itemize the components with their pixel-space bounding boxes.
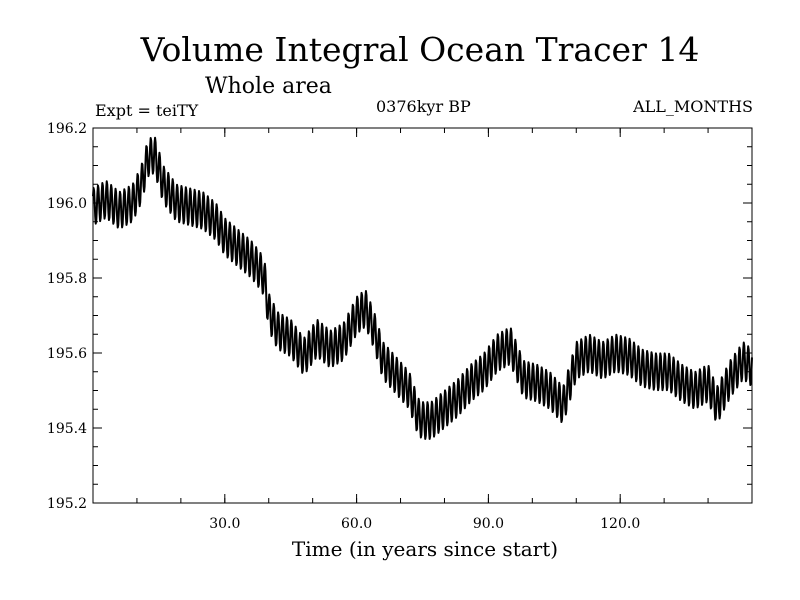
axis-tick-labels: 195.2 195.4 195.6 195.8 196.0 196.2 30.0 60.0 90… — [47, 121, 640, 532]
axis-ticks — [92, 127, 753, 504]
experiment-label: Expt = teiTY — [95, 101, 199, 120]
x-tick-label: 120.0 — [600, 516, 640, 532]
period-label: 0376kyr BP — [376, 97, 471, 116]
months-label: ALL_MONTHS — [633, 97, 753, 116]
x-tick-label: 60.0 — [341, 516, 372, 532]
y-tick-label: 195.8 — [47, 271, 87, 287]
y-tick-label: 196.2 — [47, 121, 87, 137]
x-tick-label: 30.0 — [209, 516, 240, 532]
y-tick-label: 196.0 — [47, 196, 87, 212]
y-tick-label: 195.4 — [47, 421, 87, 437]
series-line — [92, 136, 753, 440]
plot-frame — [92, 127, 753, 504]
y-tick-label: 195.2 — [47, 496, 87, 512]
x-tick-label: 90.0 — [473, 516, 504, 532]
chart-title: Volume Integral Ocean Tracer 14 — [140, 30, 700, 69]
x-axis-label: Time (in years since start) — [291, 537, 559, 561]
chart-subtitle: Whole area — [205, 74, 332, 99]
y-tick-label: 195.6 — [47, 346, 87, 362]
